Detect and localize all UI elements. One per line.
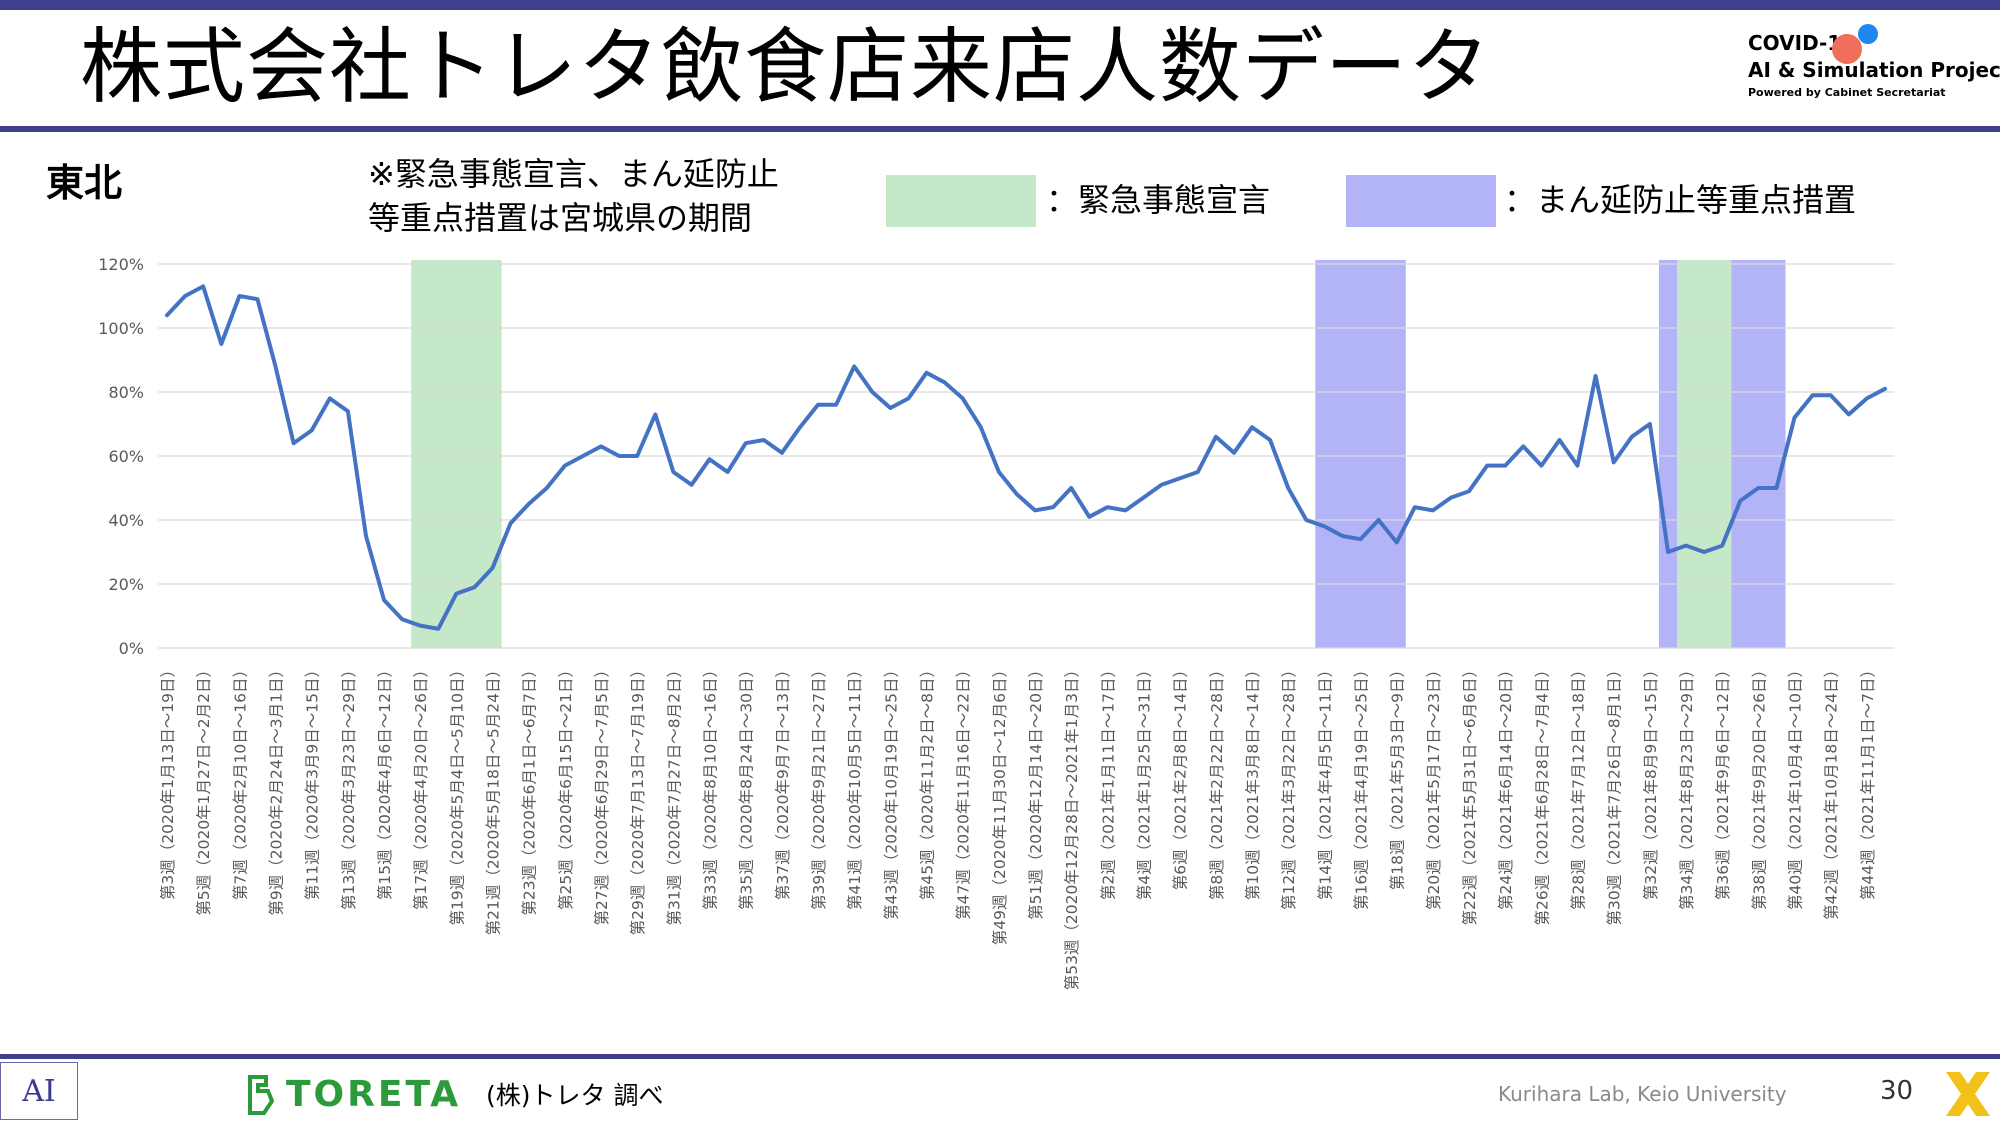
x-tick-labels: 第3週（2020年1月13日〜19日） 第5週（2020年1月27日〜2月2日） 第…	[159, 662, 1877, 990]
x-tick-label: 第40週（2021年10月4日〜10日）	[1787, 662, 1805, 910]
x-tick-label: 第34週（2021年8月23日〜29日）	[1678, 662, 1696, 910]
x-tick-label: 第29週（2020年7月13日〜7月19日）	[629, 662, 647, 935]
series-line	[165, 284, 1887, 631]
period-note-line-2: 等重点措置は宮城県の期間	[368, 199, 753, 237]
x-tick-label: 第13週（2020年3月23日〜29日）	[340, 662, 358, 910]
x-tick-label: 第17週（2020年4月20日〜26日）	[412, 662, 430, 910]
page-number: 30	[1880, 1076, 1914, 1106]
x-tick-label: 第32週（2021年8月9日〜15日）	[1642, 662, 1660, 900]
data-source: (株)トレタ 調べ	[486, 1081, 664, 1110]
x-tick-label: 第36週（2021年9月6日〜12日）	[1714, 662, 1732, 900]
x-tick-label: 第5週（2020年1月27日〜2月2日）	[195, 662, 213, 916]
legend-emergency-swatch	[886, 175, 1036, 227]
x-tick-label: 第30週（2021年7月26日〜8月1日）	[1606, 662, 1624, 925]
x-tick-label: 第42週（2021年10月18日〜24日）	[1823, 662, 1841, 920]
shaded-period-emergency-0	[411, 260, 502, 648]
x-mark-icon	[1946, 1072, 1990, 1116]
x-tick-label: 第43週（2020年10月19日〜25日）	[882, 662, 900, 920]
toreta-logo: TORETA	[246, 1074, 461, 1115]
x-tick-label: 第14週（2021年4月5日〜11日）	[1316, 662, 1334, 900]
x-tick-label: 第9週（2020年2月24日〜3月1日）	[268, 662, 286, 916]
y-tick-label: 20%	[108, 575, 144, 594]
shaded-period-priority-1	[1315, 260, 1406, 648]
x-tick-label: 第37週（2020年9月7日〜13日）	[774, 662, 792, 900]
legend-priority-swatch	[1346, 175, 1496, 227]
x-tick-label: 第28週（2021年7月12日〜18日）	[1570, 662, 1588, 910]
period-note-line-1: ※緊急事態宣言、まん延防止	[368, 155, 779, 193]
x-tick-label: 第53週（2020年12月28日〜2021年1月3日）	[1063, 662, 1081, 990]
x-tick-label: 第15週（2020年4月6日〜12日）	[376, 662, 394, 900]
x-tick-label: 第16週（2021年4月19日〜25日）	[1353, 662, 1371, 910]
x-tick-label: 第47週（2020年11月16日〜22日）	[955, 662, 973, 920]
x-tick-label: 第21週（2020年5月18日〜5月24日）	[485, 662, 503, 935]
y-tick-labels: 0% 20% 40% 60% 80% 100% 120%	[98, 255, 144, 658]
x-tick-label: 第12週（2021年3月22日〜28日）	[1280, 662, 1298, 910]
logo-line-2: AI & Simulation Project	[1748, 58, 2000, 82]
x-tick-label: 第20週（2021年5月17日〜23日）	[1425, 662, 1443, 910]
legend-priority-label: ：まん延防止等重点措置	[1504, 181, 1857, 219]
x-tick-label: 第31週（2020年7月27日〜8月2日）	[665, 662, 683, 925]
x-tick-label: 第19週（2020年5月4日〜5月10日）	[448, 662, 466, 925]
x-tick-label: 第18週（2021年5月3日〜9日）	[1389, 662, 1407, 890]
x-tick-label: 第33週（2020年8月10日〜16日）	[702, 662, 720, 910]
x-tick-label: 第26週（2021年6月28日〜7月4日）	[1533, 662, 1551, 925]
lab-credit: Kurihara Lab, Keio University	[1498, 1082, 1787, 1106]
toreta-wordmark: TORETA	[286, 1074, 462, 1115]
y-tick-label: 60%	[108, 447, 144, 466]
y-tick-label: 80%	[108, 383, 144, 402]
region-label: 東北	[46, 161, 123, 205]
toreta-mark-icon	[248, 1074, 274, 1115]
x-tick-label: 第3週（2020年1月13日〜19日）	[159, 662, 177, 900]
logo-red-dot	[1832, 34, 1862, 64]
x-tick-label: 第35週（2020年8月24日〜30日）	[738, 662, 756, 910]
x-tick-label: 第6週（2021年2月8日〜14日）	[1172, 662, 1190, 890]
series-line-visitors	[165, 284, 1887, 631]
grid-lines	[158, 263, 1894, 649]
period-note: ※緊急事態宣言、まん延防止 等重点措置は宮城県の期間	[368, 152, 779, 240]
x-tick-label: 第45週（2020年11月2日〜8日）	[919, 662, 937, 900]
x-tick-label: 第11週（2020年3月9日〜15日）	[304, 662, 322, 900]
x-tick-label: 第24週（2021年6月14日〜20日）	[1497, 662, 1515, 910]
x-tick-label: 第44週（2021年11月1日〜7日）	[1859, 662, 1877, 900]
x-tick-label: 第10週（2021年3月8日〜14日）	[1244, 662, 1262, 900]
shaded-period-priority-2	[1658, 260, 1677, 648]
y-tick-label: 120%	[98, 255, 144, 274]
x-tick-label: 第25週（2020年6月15日〜21日）	[557, 662, 575, 910]
x-tick-label: 第23週（2020年6月1日〜6月7日）	[521, 662, 539, 916]
x-tick-label: 第2週（2021年1月11日〜17日）	[1099, 662, 1117, 900]
x-tick-label: 第27週（2020年6月29日〜7月5日）	[593, 662, 611, 925]
shaded-periods	[411, 260, 1786, 648]
logo-blue-dot	[1858, 24, 1878, 44]
x-tick-label: 第8週（2021年2月22日〜28日）	[1208, 662, 1226, 900]
y-tick-label: 100%	[98, 319, 144, 338]
legend-emergency-label: ：緊急事態宣言	[1046, 181, 1271, 219]
x-tick-label: 第7週（2020年2月10日〜16日）	[231, 662, 249, 900]
ai-lab-logo: AI	[0, 1062, 78, 1120]
x-tick-label: 第39週（2020年9月21日〜27日）	[810, 662, 828, 910]
x-tick-label: 第38週（2021年9月20日〜26日）	[1750, 662, 1768, 910]
x-tick-label: 第22週（2021年5月31日〜6月6日）	[1461, 662, 1479, 925]
x-tick-label: 第51週（2020年12月14日〜20日）	[1027, 662, 1045, 920]
header-divider	[0, 126, 2000, 132]
shaded-period-priority-4	[1731, 260, 1786, 648]
page-title: 株式会社トレタ飲食店来店人数データ	[80, 20, 1492, 115]
x-tick-label: 第41週（2020年10月5日〜11日）	[846, 662, 864, 910]
logo-line-3: Powered by Cabinet Secretariat	[1748, 86, 1946, 99]
shaded-period-emergency-3	[1677, 260, 1732, 648]
footer-divider	[0, 1054, 2000, 1059]
y-tick-label: 40%	[108, 511, 144, 530]
x-tick-label: 第49週（2020年11月30日〜12月6日）	[991, 662, 1009, 945]
x-tick-label: 第4週（2021年1月25日〜31日）	[1136, 662, 1154, 900]
covid-project-logo: COVID-19 AI & Simulation Project Powered…	[1748, 24, 2000, 112]
y-tick-label: 0%	[119, 639, 144, 658]
header-top-bar	[0, 0, 2000, 10]
